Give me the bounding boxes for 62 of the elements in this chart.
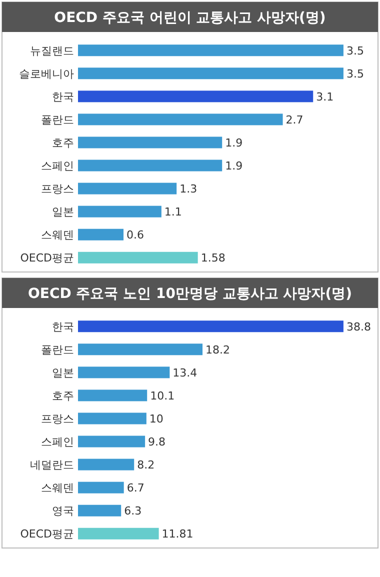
y-tick-label: 네덜란드 — [30, 458, 74, 472]
bar — [78, 482, 124, 494]
y-tick-label: 폴란드 — [41, 343, 74, 356]
bar — [78, 44, 344, 56]
data-label: 10.1 — [150, 389, 175, 402]
chart-title: OECD 주요국 어린이 교통사고 사망자(명) — [54, 10, 326, 26]
bar — [78, 182, 177, 194]
data-label: 10 — [149, 412, 164, 426]
y-tick-label: 한국 — [52, 320, 74, 334]
y-tick-label: OECD평균 — [20, 528, 74, 541]
bar — [78, 114, 283, 126]
y-tick-label: 프랑스 — [41, 412, 74, 426]
data-label: 1.3 — [180, 182, 198, 196]
y-tick-label: 스페인 — [41, 436, 74, 449]
data-label: 8.2 — [137, 458, 155, 472]
bar — [78, 206, 162, 218]
data-label: 3.5 — [346, 67, 364, 80]
y-tick-label: 호주 — [52, 389, 74, 402]
y-tick-label: 일본 — [52, 206, 74, 219]
bar — [78, 90, 314, 102]
data-label: 1.9 — [225, 136, 243, 150]
y-tick-label: 뉴질랜드 — [30, 44, 74, 58]
bar — [78, 504, 122, 516]
bar — [78, 458, 134, 470]
bar — [78, 320, 344, 332]
bar — [78, 136, 222, 148]
data-label: 6.7 — [126, 482, 144, 495]
y-tick-label: OECD평균 — [20, 252, 74, 265]
data-label: 11.81 — [162, 528, 194, 541]
data-label: 13.4 — [172, 366, 198, 380]
y-tick-label: 한국 — [52, 90, 74, 104]
bar — [78, 160, 222, 172]
data-label: 3.1 — [316, 90, 334, 104]
data-label: 6.3 — [124, 504, 142, 518]
y-tick-label: 슬로베니아 — [19, 67, 74, 80]
y-tick-label: 폴란드 — [41, 113, 74, 126]
data-label: 1.1 — [164, 206, 182, 219]
data-label: 0.6 — [126, 228, 144, 242]
y-tick-label: 스웨덴 — [41, 228, 74, 242]
bar — [78, 390, 148, 402]
data-label: 9.8 — [148, 436, 166, 449]
y-tick-label: 스페인 — [41, 160, 74, 173]
chart-title: OECD 주요국 노인 10만명당 교통사고 사망자(명) — [28, 286, 352, 302]
data-label: 38.8 — [346, 320, 371, 334]
data-label: 2.7 — [286, 113, 304, 126]
y-tick-label: 영국 — [52, 504, 74, 518]
y-tick-label: 호주 — [52, 136, 74, 150]
y-tick-label: 스웨덴 — [41, 482, 74, 495]
y-tick-label: 프랑스 — [41, 182, 74, 196]
data-label: 1.58 — [200, 252, 226, 265]
bar — [78, 528, 159, 540]
bar — [78, 412, 146, 424]
bar — [78, 344, 203, 356]
bar — [78, 366, 170, 378]
data-label: 1.9 — [225, 160, 243, 173]
bar — [78, 68, 344, 80]
bar — [78, 436, 146, 448]
bar — [78, 228, 124, 240]
data-label: 3.5 — [346, 44, 364, 58]
y-tick-label: 일본 — [52, 366, 74, 380]
bar — [78, 252, 198, 264]
data-label: 18.2 — [206, 343, 230, 356]
